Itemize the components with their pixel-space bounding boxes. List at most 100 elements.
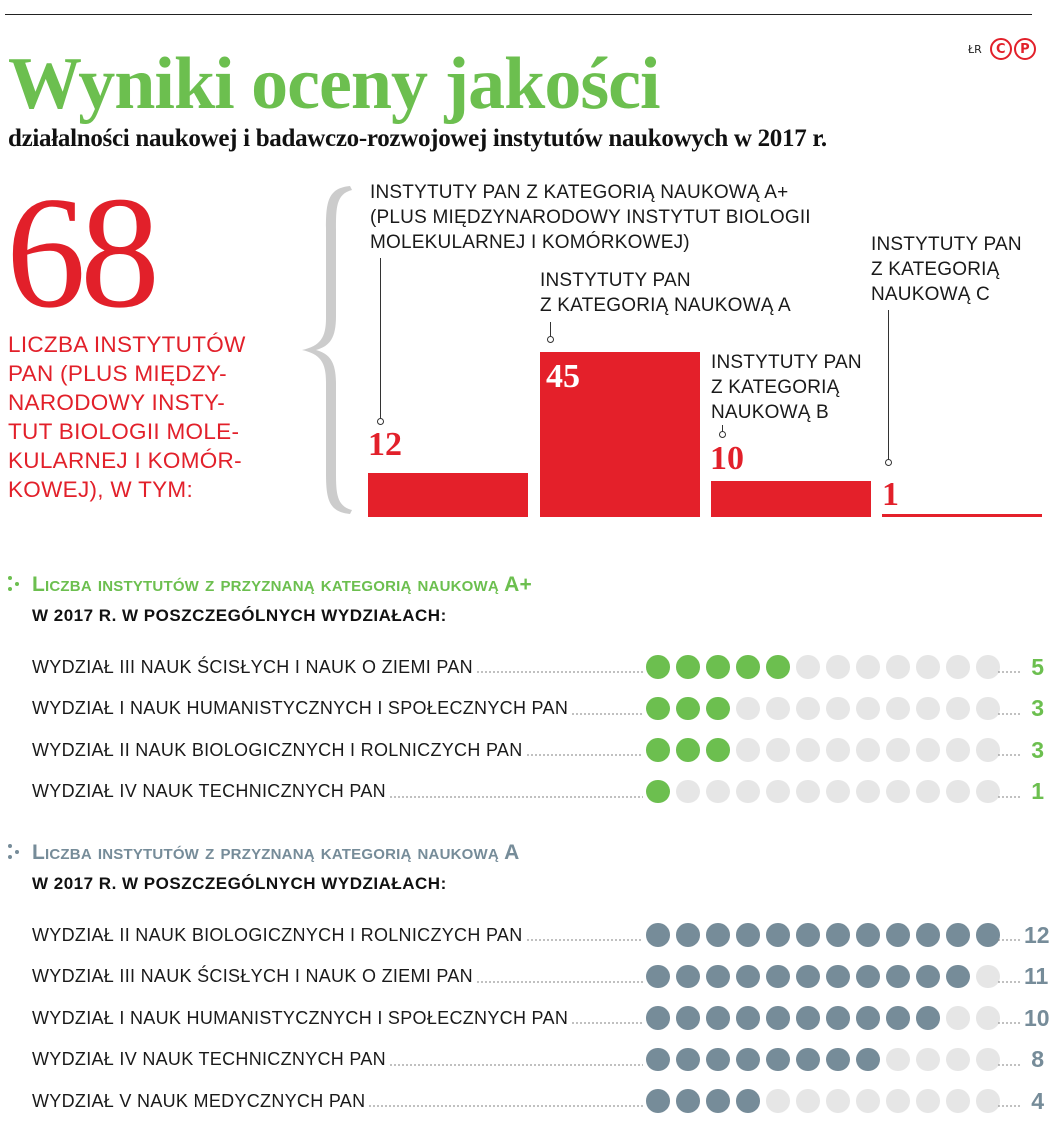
- leader-dot: [377, 418, 384, 425]
- filled-dot-icon: [826, 1047, 850, 1072]
- empty-dot-icon: [796, 738, 820, 762]
- filled-dot-icon: [706, 964, 730, 989]
- filled-dot-icon: [646, 696, 670, 721]
- filled-dot-icon: [676, 696, 700, 721]
- filled-dot-icon: [646, 1006, 670, 1030]
- filled-dot-icon: [676, 738, 700, 762]
- dotted-leader: [997, 980, 1021, 983]
- empty-dot-icon: [766, 1089, 790, 1113]
- filled-dot-icon: [916, 923, 940, 947]
- leader-line: [380, 258, 381, 418]
- filled-dot-icon: [676, 923, 700, 947]
- leader-dot: [547, 336, 554, 343]
- filled-dot-icon: [736, 655, 760, 679]
- dotted-leader: [475, 980, 643, 983]
- table-row: WYDZIAŁ II NAUK BIOLOGICZNYCH I ROLNICZY…: [32, 920, 1050, 950]
- empty-dot-icon: [976, 779, 1000, 804]
- empty-dot-icon: [946, 655, 970, 679]
- dotted-leader: [997, 795, 1021, 798]
- empty-dot-icon: [856, 1089, 880, 1113]
- filled-dot-icon: [766, 655, 790, 679]
- leader-dot: [885, 459, 892, 466]
- empty-dot-icon: [886, 1089, 910, 1113]
- bar-value-a: 45: [546, 358, 580, 395]
- table-row: WYDZIAŁ IV NAUK TECHNICZNYCH PAN 1: [32, 777, 1044, 807]
- dotted-leader: [571, 712, 643, 715]
- empty-dot-icon: [736, 696, 760, 721]
- dotted-leader: [997, 754, 1021, 756]
- empty-dot-icon: [946, 1089, 970, 1113]
- row-label: WYDZIAŁ I NAUK HUMANISTYCZNYCH I SPOŁECZ…: [32, 1007, 569, 1028]
- leader-line: [888, 310, 889, 460]
- filled-dot-icon: [826, 1006, 850, 1030]
- dotted-leader: [388, 1063, 643, 1066]
- table-row: WYDZIAŁ IV NAUK TECHNICZNYCH PAN 8: [32, 1045, 1044, 1075]
- filled-dot-icon: [646, 964, 670, 989]
- filled-dot-icon: [676, 1047, 700, 1072]
- dotted-leader: [997, 1022, 1021, 1024]
- row-label: WYDZIAŁ IV NAUK TECHNICZNYCH PAN: [32, 1049, 386, 1069]
- empty-dot-icon: [826, 696, 850, 721]
- leader-line: [550, 322, 551, 336]
- filled-dot-icon: [826, 964, 850, 989]
- empty-dot-icon: [826, 655, 850, 679]
- empty-dot-icon: [856, 655, 880, 679]
- filled-dot-icon: [766, 1006, 790, 1030]
- dot-scale: [646, 655, 1000, 679]
- filled-dot-icon: [766, 1047, 790, 1072]
- filled-dot-icon: [736, 1006, 760, 1030]
- filled-dot-icon: [676, 1089, 700, 1113]
- bar-aplus: [368, 473, 528, 517]
- empty-dot-icon: [916, 655, 940, 679]
- filled-dot-icon: [796, 964, 820, 989]
- empty-dot-icon: [886, 1047, 910, 1072]
- row-label: WYDZIAŁ III NAUK ŚCISŁYCH I NAUK O ZIEMI…: [32, 966, 473, 986]
- bullet-dots-icon: [8, 576, 22, 594]
- total-count: 68: [6, 163, 160, 341]
- empty-dot-icon: [826, 1089, 850, 1113]
- empty-dot-icon: [856, 779, 880, 804]
- dotted-leader: [997, 671, 1021, 673]
- top-rule: [5, 14, 1032, 15]
- dot-scale: [646, 1047, 1000, 1072]
- row-value: 4: [1031, 1087, 1044, 1114]
- filled-dot-icon: [676, 1006, 700, 1030]
- empty-dot-icon: [736, 779, 760, 804]
- row-value: 8: [1031, 1046, 1044, 1072]
- dotted-leader: [368, 1105, 643, 1107]
- empty-dot-icon: [976, 1089, 1000, 1113]
- bar-label-b: INSTYTUTY PAN Z KATEGORIĄ NAUKOWĄ B: [711, 352, 862, 423]
- filled-dot-icon: [826, 923, 850, 947]
- row-value: 5: [1031, 653, 1044, 680]
- total-description: LICZBA INSTYTUTÓW PAN (PLUS MIĘDZY- NARO…: [8, 332, 246, 502]
- filled-dot-icon: [736, 1089, 760, 1113]
- dot-scale: [646, 1089, 1000, 1113]
- filled-dot-icon: [646, 779, 670, 804]
- filled-dot-icon: [676, 655, 700, 679]
- empty-dot-icon: [976, 696, 1000, 721]
- filled-dot-icon: [976, 923, 1000, 947]
- empty-dot-icon: [946, 696, 970, 721]
- filled-dot-icon: [736, 964, 760, 989]
- empty-dot-icon: [886, 696, 910, 721]
- empty-dot-icon: [916, 1089, 940, 1113]
- filled-dot-icon: [706, 1089, 730, 1113]
- filled-dot-icon: [646, 923, 670, 947]
- bar-value-aplus: 12: [368, 426, 402, 463]
- filled-dot-icon: [706, 923, 730, 947]
- filled-dot-icon: [646, 738, 670, 762]
- dotted-leader: [997, 712, 1021, 715]
- empty-dot-icon: [916, 696, 940, 721]
- filled-dot-icon: [916, 964, 940, 989]
- empty-dot-icon: [766, 696, 790, 721]
- filled-dot-icon: [946, 964, 970, 989]
- empty-dot-icon: [856, 696, 880, 721]
- filled-dot-icon: [916, 1006, 940, 1030]
- empty-dot-icon: [706, 779, 730, 804]
- row-value: 1: [1031, 778, 1044, 804]
- empty-dot-icon: [796, 696, 820, 721]
- dot-scale: [646, 964, 1000, 989]
- filled-dot-icon: [796, 923, 820, 947]
- empty-dot-icon: [856, 738, 880, 762]
- row-value: 3: [1031, 695, 1044, 721]
